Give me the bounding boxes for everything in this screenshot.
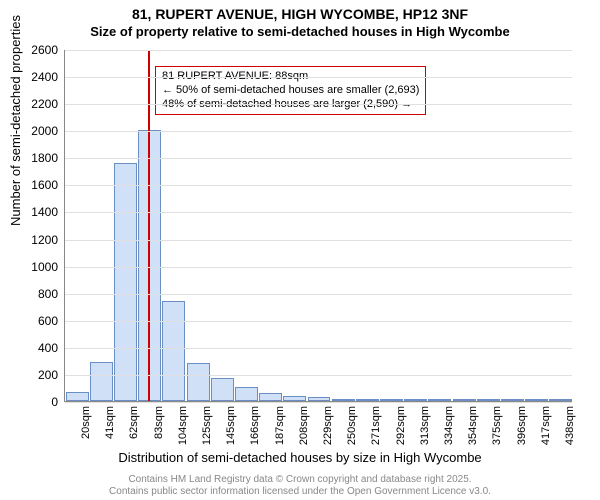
histogram-bar <box>477 399 500 401</box>
y-tick-label: 2200 <box>8 97 58 111</box>
x-tick-label: 292sqm <box>395 406 407 445</box>
x-tick-label: 104sqm <box>177 406 189 445</box>
grid-line <box>65 402 572 403</box>
grid-line <box>65 185 572 186</box>
x-tick-label: 250sqm <box>346 406 358 445</box>
x-tick-label: 62sqm <box>128 406 140 439</box>
x-tick-label: 145sqm <box>225 406 237 445</box>
x-axis-title: Distribution of semi-detached houses by … <box>0 450 600 465</box>
chart-plot-area: 81 RUPERT AVENUE: 88sqm ← 50% of semi-de… <box>64 50 572 402</box>
grid-line <box>65 131 572 132</box>
y-tick-label: 800 <box>8 287 58 301</box>
histogram-bar <box>235 387 258 401</box>
x-tick-label: 271sqm <box>370 406 382 445</box>
histogram-bar <box>308 397 331 401</box>
y-tick-label: 1400 <box>8 205 58 219</box>
x-tick-label: 41sqm <box>104 406 116 439</box>
page-subtitle: Size of property relative to semi-detach… <box>0 24 600 39</box>
y-tick-label: 200 <box>8 368 58 382</box>
grid-line <box>65 104 572 105</box>
histogram-bar <box>187 363 210 401</box>
histogram-bar <box>90 362 113 401</box>
histogram-bar <box>501 399 524 401</box>
x-tick-label: 187sqm <box>274 406 286 445</box>
x-tick-label: 438sqm <box>564 406 576 445</box>
y-tick-label: 2600 <box>8 43 58 57</box>
annotation-smaller: ← 50% of semi-detached houses are smalle… <box>162 84 419 98</box>
histogram-bar <box>283 396 306 401</box>
footer-line-2: Contains public sector information licen… <box>0 486 600 498</box>
y-tick-label: 2400 <box>8 70 58 84</box>
grid-line <box>65 267 572 268</box>
x-tick-label: 396sqm <box>516 406 528 445</box>
histogram-bar <box>428 399 451 401</box>
y-tick-label: 600 <box>8 314 58 328</box>
x-tick-label: 417sqm <box>540 406 552 445</box>
grid-line <box>65 50 572 51</box>
grid-line <box>65 321 572 322</box>
histogram-bar <box>380 399 403 401</box>
annotation-box: 81 RUPERT AVENUE: 88sqm ← 50% of semi-de… <box>155 66 426 115</box>
y-tick-label: 0 <box>8 395 58 409</box>
grid-line <box>65 348 572 349</box>
y-tick-label: 400 <box>8 341 58 355</box>
histogram-bar <box>356 399 379 401</box>
histogram-bar <box>259 393 282 401</box>
grid-line <box>65 158 572 159</box>
x-tick-label: 375sqm <box>491 406 503 445</box>
x-tick-label: 208sqm <box>298 406 310 445</box>
histogram-bar <box>453 399 476 401</box>
histogram-bar <box>66 392 89 401</box>
histogram-bar <box>525 399 548 401</box>
footer-line-1: Contains HM Land Registry data © Crown c… <box>0 474 600 486</box>
x-tick-label: 166sqm <box>249 406 261 445</box>
y-tick-label: 1600 <box>8 178 58 192</box>
grid-line <box>65 375 572 376</box>
y-tick-label: 1200 <box>8 233 58 247</box>
x-tick-label: 229sqm <box>322 406 334 445</box>
histogram-bar <box>332 399 355 401</box>
attribution-footer: Contains HM Land Registry data © Crown c… <box>0 474 600 498</box>
grid-line <box>65 77 572 78</box>
histogram-bar <box>404 399 427 401</box>
grid-line <box>65 294 572 295</box>
x-tick-label: 354sqm <box>467 406 479 445</box>
histogram-bar <box>114 163 137 401</box>
histogram-bar <box>162 301 185 401</box>
histogram-bar <box>549 399 572 401</box>
grid-line <box>65 240 572 241</box>
title-block: 81, RUPERT AVENUE, HIGH WYCOMBE, HP12 3N… <box>0 0 600 39</box>
histogram-bar <box>211 378 234 401</box>
page-title: 81, RUPERT AVENUE, HIGH WYCOMBE, HP12 3N… <box>0 6 600 22</box>
x-tick-label: 313sqm <box>419 406 431 445</box>
y-tick-label: 1000 <box>8 260 58 274</box>
x-tick-label: 334sqm <box>443 406 455 445</box>
grid-line <box>65 212 572 213</box>
y-tick-label: 1800 <box>8 151 58 165</box>
x-tick-label: 20sqm <box>80 406 92 439</box>
y-tick-label: 2000 <box>8 124 58 138</box>
x-tick-label: 125sqm <box>201 406 213 445</box>
x-tick-label: 83sqm <box>153 406 165 439</box>
